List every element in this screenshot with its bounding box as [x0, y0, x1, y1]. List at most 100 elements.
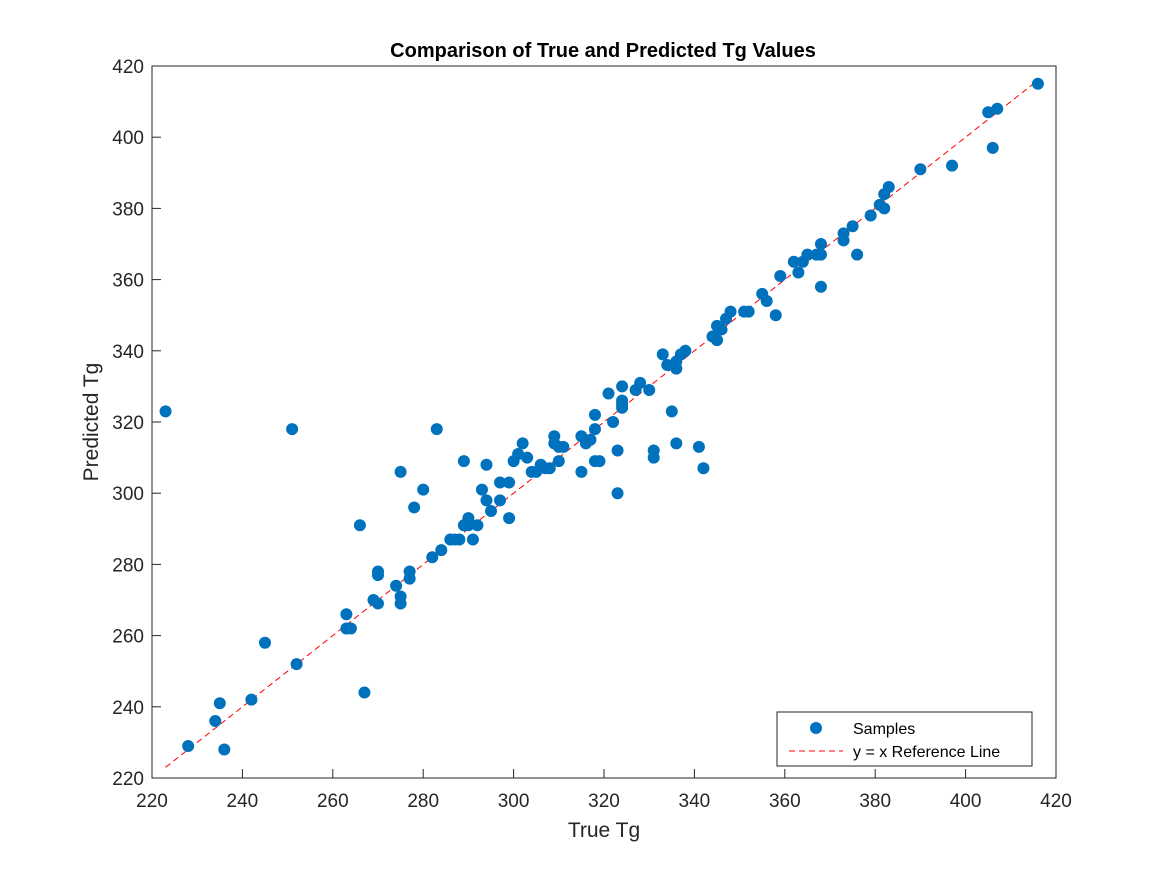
sample-point: [466, 533, 479, 546]
sample-point: [403, 565, 416, 578]
sample-point: [159, 405, 172, 418]
y-tick-label: 220: [112, 769, 144, 790]
sample-point: [218, 743, 231, 756]
sample-point: [814, 238, 827, 250]
y-tick-label: 380: [112, 199, 144, 220]
y-tick-label: 360: [112, 271, 144, 292]
sample-point: [769, 309, 782, 322]
sample-point: [394, 597, 407, 610]
sample-point: [286, 423, 299, 436]
sample-point: [715, 323, 728, 336]
sample-point: [661, 359, 674, 372]
sample-point: [462, 519, 475, 532]
sample-point: [611, 444, 624, 457]
x-tick-label: 340: [679, 791, 711, 812]
sample-point: [552, 455, 565, 468]
y-tick-label: 320: [112, 413, 144, 434]
sample-point: [616, 380, 629, 393]
sample-point: [851, 248, 864, 261]
sample-point: [485, 505, 497, 517]
sample-point: [846, 220, 859, 233]
sample-point: [602, 387, 615, 400]
sample-point: [394, 465, 407, 478]
sample-point: [245, 693, 258, 706]
sample-point: [494, 476, 507, 489]
sample-point: [742, 305, 755, 318]
sample-point: [864, 209, 877, 222]
sample-points: [159, 77, 1044, 756]
x-tick-label: 360: [769, 791, 801, 812]
sample-point: [986, 141, 999, 154]
sample-point: [372, 565, 384, 578]
plot-area: 220 240 260 280 300 320 340 360 380 400 420 220 240…: [112, 57, 1072, 812]
sample-point: [182, 739, 195, 752]
sample-point: [670, 362, 683, 375]
sample-point: [372, 597, 384, 610]
sample-point: [665, 405, 678, 418]
sample-point: [521, 451, 534, 464]
sample-point: [340, 608, 353, 621]
legend-marker-samples: [810, 722, 822, 734]
sample-point: [512, 448, 525, 461]
y-axis-label: Predicted Tg: [80, 363, 103, 482]
sample-point: [426, 551, 439, 564]
sample-point: [353, 519, 366, 532]
x-axis-ticks: 220 240 260 280 300 320 340 360 380 400 420: [136, 769, 1072, 812]
sample-point: [557, 440, 570, 453]
reference-line: [165, 79, 1039, 768]
sample-point: [647, 451, 660, 464]
sample-point: [593, 455, 606, 468]
sample-point: [480, 458, 493, 471]
sample-point: [358, 686, 371, 699]
sample-point: [435, 544, 448, 557]
x-tick-label: 320: [588, 791, 620, 812]
x-tick-label: 380: [859, 791, 891, 812]
sample-point: [991, 102, 1004, 115]
sample-point: [390, 579, 403, 592]
x-axis-label: True Tg: [568, 819, 640, 842]
sample-point: [692, 440, 705, 453]
sample-point: [290, 658, 303, 671]
sample-point: [814, 280, 827, 293]
sample-point: [475, 483, 488, 496]
sample-point: [213, 697, 226, 710]
plot-border: [151, 65, 1057, 779]
sample-point: [584, 433, 597, 446]
sample-point: [679, 344, 692, 357]
sample-point: [946, 159, 959, 172]
sample-point: [503, 476, 516, 489]
x-tick-label: 300: [498, 791, 530, 812]
sample-point: [344, 622, 357, 635]
sample-point: [543, 462, 556, 475]
sample-point: [494, 494, 507, 507]
x-tick-label: 240: [227, 791, 259, 812]
chart-title: Comparison of True and Predicted Tg Valu…: [390, 40, 816, 62]
sample-point: [516, 437, 529, 450]
sample-point: [471, 519, 484, 532]
sample-point: [724, 305, 737, 318]
sample-point: [914, 163, 927, 176]
sample-point: [480, 494, 493, 507]
x-tick-label: 220: [136, 791, 168, 812]
sample-point: [697, 462, 710, 475]
x-tick-label: 260: [317, 791, 349, 812]
sample-point: [1031, 77, 1044, 90]
sample-point: [503, 512, 516, 525]
sample-point: [670, 437, 683, 450]
y-tick-label: 340: [112, 342, 144, 363]
sample-point: [878, 202, 891, 215]
x-tick-label: 420: [1040, 791, 1072, 812]
sample-point: [588, 408, 601, 421]
sample-point: [575, 465, 588, 478]
sample-point: [408, 501, 421, 514]
sample-point: [611, 487, 624, 500]
sample-point: [430, 423, 443, 436]
sample-point: [634, 376, 647, 389]
legend-label-reference: y = x Reference Line: [853, 744, 1000, 761]
x-tick-label: 280: [407, 791, 439, 812]
legend-box: [776, 711, 1033, 767]
sample-point: [656, 348, 669, 361]
sample-point: [643, 383, 656, 396]
y-axis-ticks: 220 240 260 280 300 320 340 360 380 400 420: [112, 57, 161, 790]
